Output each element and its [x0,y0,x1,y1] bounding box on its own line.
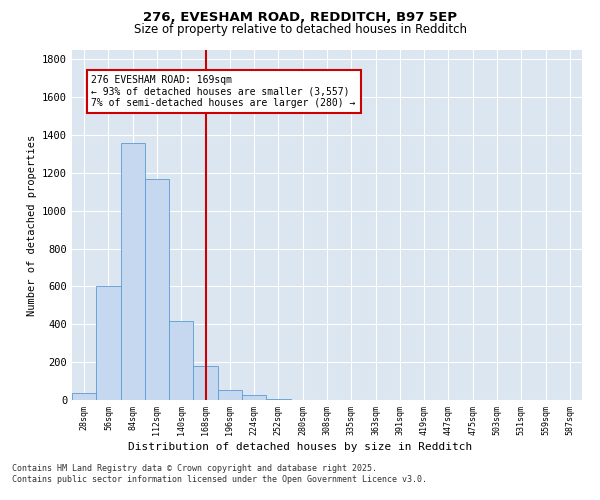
Bar [145,178,169,400]
Bar [121,142,145,400]
Bar [218,390,242,400]
Text: Distribution of detached houses by size in Redditch: Distribution of detached houses by size … [128,442,472,452]
Bar [169,320,193,400]
Bar [266,399,290,400]
Text: 276 EVESHAM ROAD: 169sqm
← 93% of detached houses are smaller (3,557)
7% of semi: 276 EVESHAM ROAD: 169sqm ← 93% of detach… [91,74,356,108]
Text: Contains HM Land Registry data © Crown copyright and database right 2025.: Contains HM Land Registry data © Crown c… [12,464,377,473]
Text: Contains public sector information licensed under the Open Government Licence v3: Contains public sector information licen… [12,475,427,484]
Bar [193,366,218,400]
Bar [96,286,121,400]
Y-axis label: Number of detached properties: Number of detached properties [26,134,37,316]
Text: 276, EVESHAM ROAD, REDDITCH, B97 5EP: 276, EVESHAM ROAD, REDDITCH, B97 5EP [143,11,457,24]
Bar [72,394,96,400]
Bar [242,396,266,400]
Text: Size of property relative to detached houses in Redditch: Size of property relative to detached ho… [133,22,467,36]
